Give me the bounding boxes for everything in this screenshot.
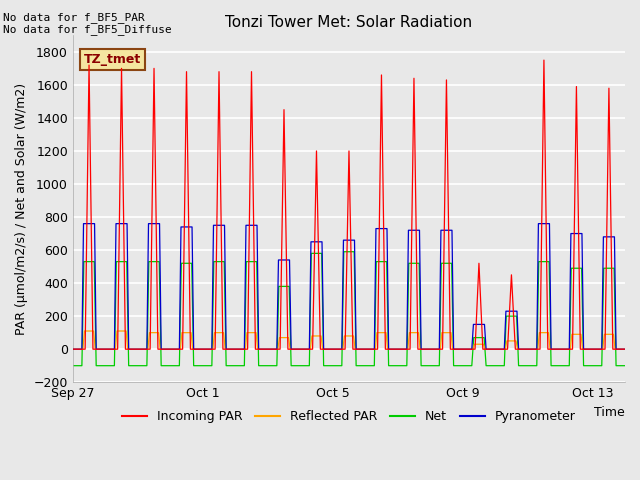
X-axis label: Time: Time	[595, 406, 625, 419]
Text: No data for f_BF5_PAR: No data for f_BF5_PAR	[3, 12, 145, 23]
Title: Tonzi Tower Met: Solar Radiation: Tonzi Tower Met: Solar Radiation	[225, 15, 472, 30]
Text: No data for f_BF5_Diffuse: No data for f_BF5_Diffuse	[3, 24, 172, 35]
Text: TZ_tmet: TZ_tmet	[84, 53, 141, 66]
Legend: Incoming PAR, Reflected PAR, Net, Pyranometer: Incoming PAR, Reflected PAR, Net, Pyrano…	[117, 405, 580, 428]
Y-axis label: PAR (μmol/m2/s) / Net and Solar (W/m2): PAR (μmol/m2/s) / Net and Solar (W/m2)	[15, 83, 28, 335]
